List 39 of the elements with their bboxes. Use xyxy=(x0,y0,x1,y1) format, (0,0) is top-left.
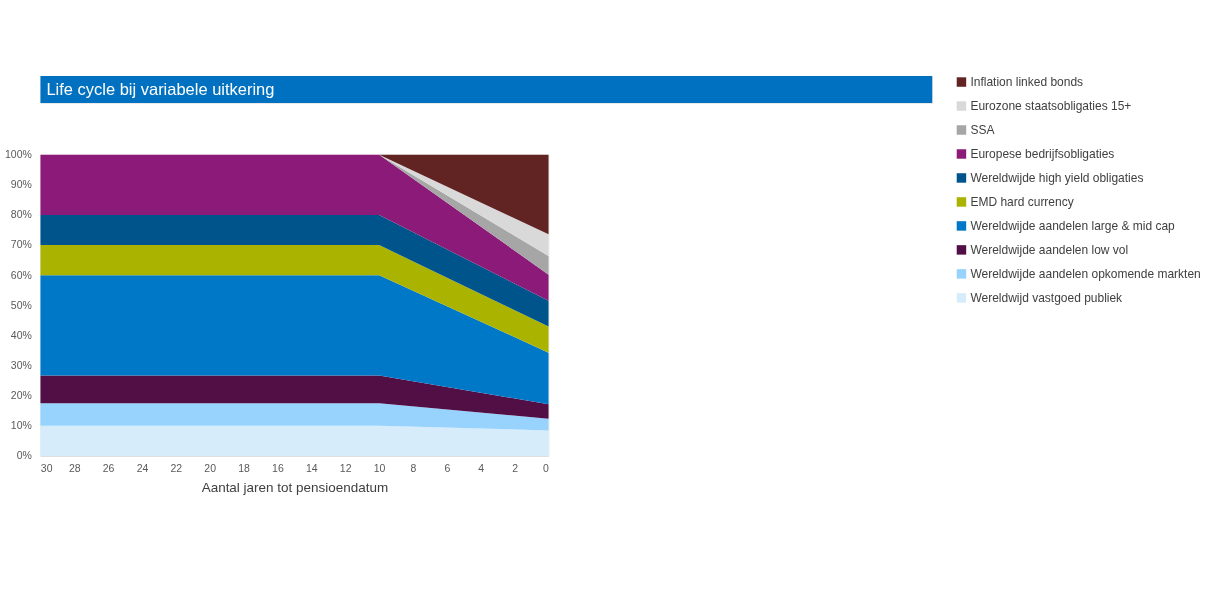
y-tick-label: 20% xyxy=(10,390,32,402)
x-tick-label: 26 xyxy=(102,463,115,475)
x-tick-label: 12 xyxy=(339,463,352,475)
legend-label: Eurozone staatsobligaties 15+ xyxy=(970,98,1132,113)
x-tick-label: 24 xyxy=(136,463,149,475)
x-tick-label: 14 xyxy=(305,463,318,475)
x-tick-label: 10 xyxy=(373,463,386,475)
x-tick-label: 28 xyxy=(68,463,81,475)
legend-label: EMD hard currency xyxy=(970,194,1074,209)
x-tick-label: 2 xyxy=(512,463,519,475)
x-tick-label: 16 xyxy=(272,463,284,475)
x-tick-label: 30 xyxy=(40,463,53,475)
legend-label: Wereldwijde aandelen large & mid cap xyxy=(970,218,1176,233)
legend-label: Europese bedrijfsobligaties xyxy=(970,146,1115,161)
x-tick-label: 18 xyxy=(238,463,251,475)
legend-label: Wereldwijde aandelen opkomende markten xyxy=(970,266,1201,281)
legend-label: SSA xyxy=(970,122,995,137)
y-tick-label: 30% xyxy=(10,359,32,371)
y-tick-label: 40% xyxy=(10,329,32,341)
chart-title: Life cycle bij variabele uitkering xyxy=(46,79,275,98)
y-tick-label: 60% xyxy=(10,269,32,281)
legend-label: Inflation linked bonds xyxy=(970,74,1084,89)
x-tick-label: 6 xyxy=(444,463,451,475)
x-tick-label: 8 xyxy=(410,463,417,475)
y-tick-label: 0% xyxy=(16,450,32,462)
y-tick-label: 10% xyxy=(10,420,32,432)
legend-label: Wereldwijd vastgoed publiek xyxy=(970,290,1124,305)
x-tick-label: 0 xyxy=(543,463,550,475)
y-tick-label: 50% xyxy=(10,299,32,311)
x-tick-label: 22 xyxy=(170,463,183,475)
x-tick-label: 4 xyxy=(478,463,485,475)
legend-label: Wereldwijde aandelen low vol xyxy=(970,242,1129,257)
x-tick-label: 20 xyxy=(204,463,217,475)
legend-label: Wereldwijde high yield obligaties xyxy=(970,170,1144,185)
y-tick-label: 90% xyxy=(10,179,32,191)
x-axis-title: Aantal jaren tot pensioendatum xyxy=(201,480,389,496)
y-tick-label: 70% xyxy=(10,239,32,251)
y-tick-label: 100% xyxy=(5,149,32,161)
y-tick-label: 80% xyxy=(10,209,32,221)
